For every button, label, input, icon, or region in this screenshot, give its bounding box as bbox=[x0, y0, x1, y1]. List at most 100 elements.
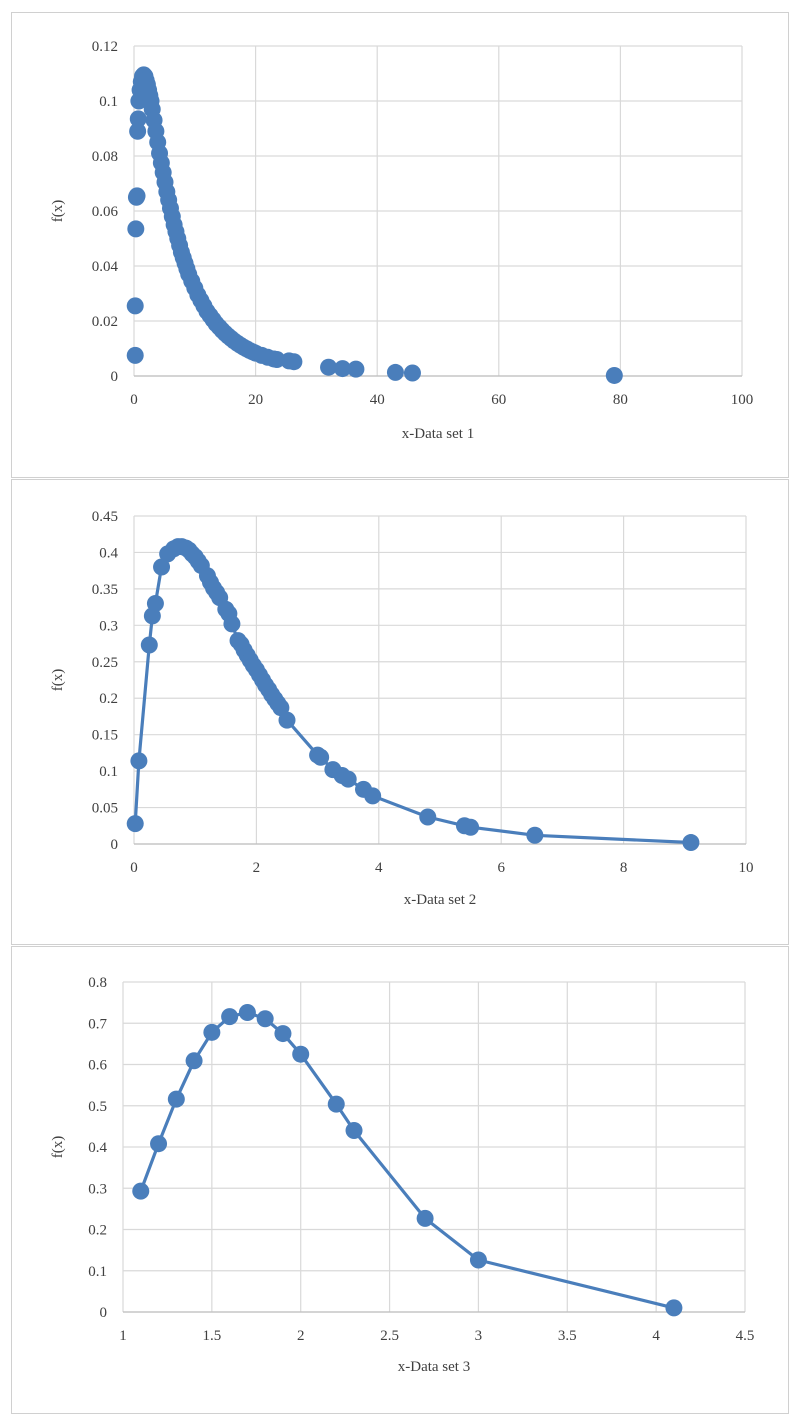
data-point bbox=[285, 353, 303, 371]
y-tick-label: 0.02 bbox=[92, 314, 118, 330]
chart-panel-3: 1 1.5 2 2.5 3 3.5 4 4.5 0 0.1 0.2 0.3 0.4 0.5 0.6 0.7 0.… bbox=[11, 946, 789, 1414]
data-point bbox=[419, 808, 437, 826]
data-point bbox=[256, 1010, 274, 1028]
x-tick-label: 4 bbox=[652, 1328, 660, 1344]
data-point bbox=[682, 834, 700, 852]
data-point bbox=[146, 594, 164, 612]
data-point bbox=[132, 1182, 150, 1200]
x-tick-label: 3 bbox=[475, 1328, 483, 1344]
data-point bbox=[462, 818, 480, 836]
data-point bbox=[605, 366, 623, 384]
y-tick-label: 0.5 bbox=[88, 1099, 107, 1115]
data-point bbox=[347, 360, 365, 378]
data-point bbox=[327, 1095, 345, 1113]
chart-3: 1 1.5 2 2.5 3 3.5 4 4.5 0 0.1 0.2 0.3 0.4 0.5 0.6 0.7 0.… bbox=[50, 975, 755, 1375]
data-point bbox=[126, 297, 144, 315]
x-axis-title: x-Data set 1 bbox=[402, 426, 474, 442]
y-tick-label: 0.7 bbox=[88, 1016, 107, 1032]
data-point bbox=[416, 1209, 434, 1227]
x-axis-title: x-Data set 3 bbox=[398, 1359, 470, 1375]
y-tick-label: 0.45 bbox=[92, 509, 118, 525]
data-point bbox=[403, 364, 421, 382]
data-point bbox=[203, 1023, 221, 1041]
x-tick-label: 4.5 bbox=[736, 1328, 755, 1344]
data-point bbox=[129, 122, 147, 140]
x-tick-label: 100 bbox=[731, 392, 754, 408]
x-tick-label: 2.5 bbox=[380, 1328, 399, 1344]
y-tick-label: 0.35 bbox=[92, 582, 118, 598]
y-tick-label: 0.25 bbox=[92, 655, 118, 671]
data-point bbox=[274, 1025, 292, 1043]
y-tick-label: 0.1 bbox=[99, 94, 118, 110]
y-tick-label: 0.6 bbox=[88, 1058, 107, 1074]
y-tick-label: 0.8 bbox=[88, 975, 107, 991]
y-axis-title: f(x) bbox=[50, 200, 66, 223]
y-tick-label: 0.08 bbox=[92, 149, 118, 165]
data-point bbox=[128, 187, 146, 205]
y-tick-label: 0.4 bbox=[99, 545, 118, 561]
y-tick-label: 0.3 bbox=[88, 1181, 107, 1197]
series-line bbox=[139, 1010, 675, 1310]
data-point bbox=[167, 1090, 185, 1108]
data-point bbox=[129, 110, 147, 128]
data-point bbox=[334, 360, 352, 378]
x-tick-label: 2 bbox=[297, 1328, 305, 1344]
data-point bbox=[238, 1004, 256, 1022]
data-point bbox=[312, 748, 330, 766]
y-axis-title: f(x) bbox=[50, 669, 66, 692]
y-tick-label: 0.2 bbox=[88, 1223, 107, 1239]
y-axis-title: f(x) bbox=[50, 1136, 66, 1159]
data-point bbox=[223, 615, 241, 633]
data-point bbox=[127, 220, 145, 238]
x-tick-label: 8 bbox=[620, 860, 628, 876]
y-tick-label: 0.12 bbox=[92, 39, 118, 55]
y-tick-label: 0.1 bbox=[99, 764, 118, 780]
data-point bbox=[665, 1299, 683, 1317]
y-tick-label: 0.04 bbox=[92, 259, 119, 275]
y-tick-label: 0 bbox=[111, 369, 119, 385]
data-point bbox=[364, 787, 382, 805]
y-tick-label: 0.4 bbox=[88, 1140, 107, 1156]
x-tick-label: 80 bbox=[613, 392, 628, 408]
data-point bbox=[292, 1045, 310, 1063]
x-tick-label: 4 bbox=[375, 860, 383, 876]
data-point bbox=[386, 363, 404, 381]
y-tick-label: 0.1 bbox=[88, 1264, 107, 1280]
chart-2: 0 2 4 6 8 10 0 0.05 0.1 0.15 0.2 0.25 0.3 0.35 0.4 0.45… bbox=[50, 509, 754, 908]
x-tick-label: 2 bbox=[253, 860, 261, 876]
x-axis-title: x-Data set 2 bbox=[404, 892, 476, 908]
y-tick-label: 0 bbox=[100, 1305, 108, 1321]
y-tick-label: 0.2 bbox=[99, 691, 118, 707]
y-tick-label: 0.15 bbox=[92, 728, 118, 744]
data-point bbox=[221, 1008, 239, 1026]
data-point bbox=[469, 1251, 487, 1269]
chart-panel-2: 0 2 4 6 8 10 0 0.05 0.1 0.15 0.2 0.25 0.3 0.35 0.4 0.45… bbox=[11, 479, 789, 945]
data-point bbox=[150, 1135, 168, 1153]
data-point bbox=[140, 636, 158, 654]
y-tick-label: 0 bbox=[111, 837, 119, 853]
x-tick-label: 1 bbox=[119, 1328, 127, 1344]
data-point bbox=[339, 770, 357, 788]
data-point bbox=[130, 752, 148, 770]
data-point bbox=[185, 1052, 203, 1070]
x-tick-label: 10 bbox=[739, 860, 754, 876]
x-tick-label: 6 bbox=[497, 860, 505, 876]
data-point bbox=[126, 815, 144, 833]
y-tick-label: 0.06 bbox=[92, 204, 119, 220]
data-point bbox=[345, 1122, 363, 1139]
x-tick-label: 20 bbox=[248, 392, 263, 408]
data-point bbox=[526, 826, 544, 844]
x-tick-label: 1.5 bbox=[202, 1328, 221, 1344]
x-tick-label: 0 bbox=[130, 392, 138, 408]
data-point bbox=[320, 358, 338, 376]
data-point bbox=[153, 558, 171, 576]
x-tick-label: 60 bbox=[491, 392, 506, 408]
data-point bbox=[278, 711, 296, 729]
data-point bbox=[126, 346, 144, 364]
x-tick-label: 3.5 bbox=[558, 1328, 577, 1344]
x-tick-label: 40 bbox=[370, 392, 385, 408]
x-tick-label: 0 bbox=[130, 860, 138, 876]
y-tick-label: 0.05 bbox=[92, 801, 118, 817]
chart-1: 0 20 40 60 80 100 0 0.02 0.04 0.06 0.08 0.1 0.12 x-Da… bbox=[50, 39, 754, 442]
chart-panel-1: 0 20 40 60 80 100 0 0.02 0.04 0.06 0.08 0.1 0.12 x-Da… bbox=[11, 12, 789, 478]
